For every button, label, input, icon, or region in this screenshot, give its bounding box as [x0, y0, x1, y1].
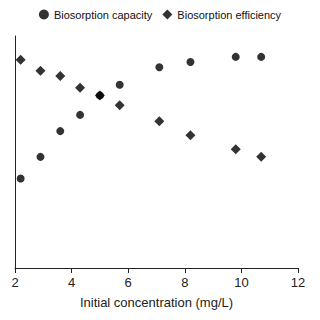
svg-text:10: 10	[234, 275, 248, 290]
svg-text:2: 2	[11, 275, 18, 290]
svg-text:Initial concentration (mg/L): Initial concentration (mg/L)	[80, 295, 233, 310]
svg-text:4: 4	[68, 275, 75, 290]
svg-text:Biosorption efficiency: Biosorption efficiency	[177, 9, 281, 21]
svg-text:Biosorption capacity: Biosorption capacity	[54, 9, 153, 21]
svg-text:12: 12	[291, 275, 305, 290]
svg-text:6: 6	[125, 275, 132, 290]
svg-text:8: 8	[181, 275, 188, 290]
